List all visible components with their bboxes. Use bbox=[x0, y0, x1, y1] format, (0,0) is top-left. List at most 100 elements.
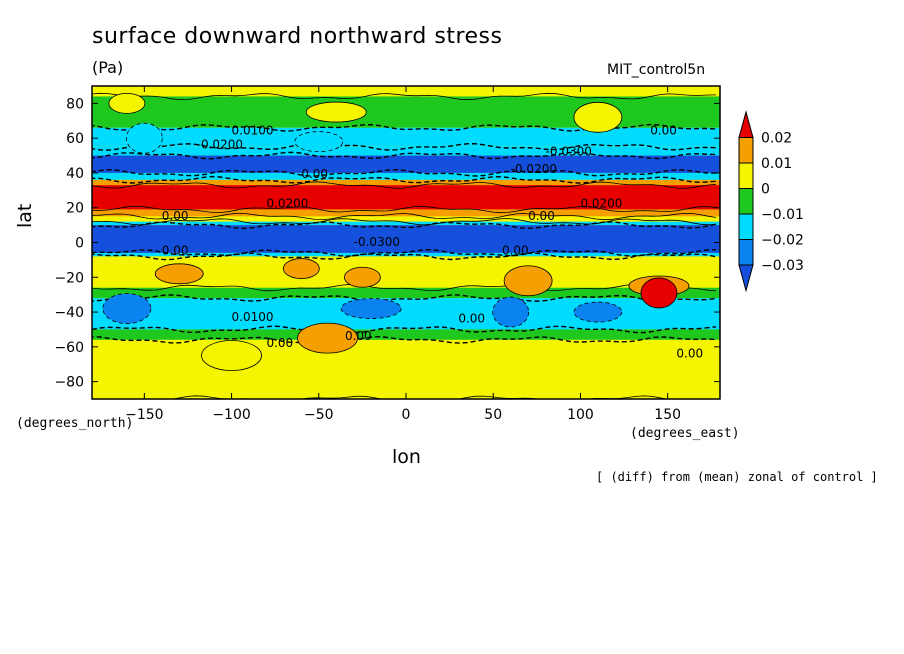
patch-13 bbox=[573, 101, 623, 133]
contour-label-16: 0.00 bbox=[345, 329, 372, 343]
legend-label-2: 0 bbox=[761, 182, 770, 198]
x-axis-label: lon bbox=[392, 446, 421, 468]
contour-line-16 bbox=[92, 335, 717, 344]
band-8 bbox=[92, 209, 720, 217]
y-tick-label-0: −80 bbox=[54, 375, 84, 391]
footnote: [ (diff) from (mean) zonal of control ] bbox=[596, 470, 878, 484]
legend-label-1: 0.01 bbox=[761, 156, 792, 172]
y-unit-label: (degrees_north) bbox=[16, 416, 134, 431]
patch-11 bbox=[201, 340, 262, 371]
contour-label-3: 0.00 bbox=[650, 124, 677, 138]
patch-0 bbox=[282, 258, 320, 279]
x-tick-label-4: 50 bbox=[484, 407, 502, 423]
contour-label-13: 0.0100 bbox=[232, 310, 274, 324]
x-tick-label-0: −150 bbox=[125, 407, 163, 423]
contour-line-10 bbox=[92, 221, 717, 230]
band-9 bbox=[92, 216, 720, 222]
contour-line-13 bbox=[92, 283, 717, 292]
band-17 bbox=[92, 339, 720, 399]
patch-15 bbox=[125, 122, 163, 154]
band-1 bbox=[92, 96, 720, 128]
band-2 bbox=[92, 127, 720, 147]
contour-label-12: 0.00 bbox=[502, 244, 529, 258]
contour-line-0 bbox=[92, 92, 717, 101]
contour-line-3 bbox=[92, 151, 717, 160]
legend-swatch-6 bbox=[738, 264, 754, 293]
band-11 bbox=[92, 225, 720, 253]
run-label: MIT_control5n bbox=[607, 62, 706, 78]
legend-swatch-2 bbox=[738, 162, 754, 189]
patch-16 bbox=[294, 131, 344, 153]
y-tick-label-8: 80 bbox=[66, 96, 84, 112]
legend-swatch-4 bbox=[738, 213, 754, 240]
contour-label-5: -0.0200 bbox=[511, 162, 557, 176]
patch-1 bbox=[503, 265, 553, 297]
band-4 bbox=[92, 155, 720, 173]
legend-swatch-5 bbox=[738, 239, 754, 266]
patch-14 bbox=[305, 101, 367, 123]
x-unit-label: (degrees_east) bbox=[630, 426, 740, 441]
contour-label-17: 0.00 bbox=[676, 346, 703, 360]
contour-line-12 bbox=[92, 252, 717, 261]
patch-12 bbox=[108, 92, 146, 114]
band-14 bbox=[92, 287, 720, 299]
units-label: (Pa) bbox=[92, 58, 124, 77]
contour-label-9: 0.00 bbox=[528, 209, 555, 223]
contour-line-14 bbox=[92, 294, 717, 302]
y-tick-label-7: 60 bbox=[66, 131, 84, 147]
patch-9 bbox=[492, 296, 530, 328]
patch-5 bbox=[297, 322, 358, 354]
contour-line-5 bbox=[92, 175, 717, 184]
x-tick-label-3: 0 bbox=[402, 407, 411, 423]
contour-line-2 bbox=[92, 142, 717, 151]
legend-label-3: −0.01 bbox=[761, 207, 804, 223]
legend-swatch-3 bbox=[738, 188, 754, 215]
y-tick-label-3: −20 bbox=[54, 270, 84, 286]
legend-swatch-1 bbox=[738, 137, 754, 164]
patch-10 bbox=[573, 301, 623, 323]
patch-8 bbox=[340, 298, 402, 319]
patch-3 bbox=[640, 277, 678, 309]
contour-line-8 bbox=[92, 212, 717, 221]
y-tick-label-6: 40 bbox=[66, 166, 84, 182]
contour-label-2: 0.00 bbox=[301, 167, 328, 181]
band-6 bbox=[92, 179, 720, 186]
contour-line-7 bbox=[92, 205, 717, 214]
contour-label-15: 0.00 bbox=[458, 311, 485, 325]
band-5 bbox=[92, 172, 720, 180]
legend-label-4: −0.02 bbox=[761, 233, 804, 249]
contour-line-6 bbox=[92, 181, 717, 189]
x-tick-label-1: −100 bbox=[212, 407, 250, 423]
patch-4 bbox=[154, 263, 204, 285]
legend-label-5: −0.03 bbox=[761, 258, 804, 274]
contour-label-11: 0.00 bbox=[162, 244, 189, 258]
contour-line-11 bbox=[92, 248, 717, 257]
band-7 bbox=[92, 185, 720, 210]
contour-label-14: 0.00 bbox=[266, 336, 293, 350]
y-tick-label-4: 0 bbox=[75, 236, 84, 252]
contour-label-7: 0.0200 bbox=[266, 197, 308, 211]
contour-label-1: -0.0200 bbox=[197, 138, 243, 152]
contour-label-8: 0.0200 bbox=[580, 197, 622, 211]
contour-line-4 bbox=[92, 168, 717, 177]
band-10 bbox=[92, 221, 720, 226]
legend-label-0: 0.02 bbox=[761, 131, 792, 147]
y-tick-label-5: 20 bbox=[66, 201, 84, 217]
contour-label-10: -0.0300 bbox=[354, 235, 400, 249]
contour-line-15 bbox=[92, 325, 717, 334]
contour-label-0: 0.0100 bbox=[232, 124, 274, 138]
x-tick-label-2: −50 bbox=[304, 407, 334, 423]
y-tick-label-1: −60 bbox=[54, 340, 84, 356]
x-tick-label-5: 100 bbox=[567, 407, 594, 423]
legend-swatch-0 bbox=[738, 110, 754, 138]
band-3 bbox=[92, 146, 720, 156]
patch-6 bbox=[343, 266, 381, 288]
contour-label-6: 0.00 bbox=[162, 209, 189, 223]
contour-line-9 bbox=[92, 218, 717, 226]
band-12 bbox=[92, 252, 720, 257]
x-tick-label-6: 150 bbox=[654, 407, 681, 423]
y-tick-label-2: −40 bbox=[54, 305, 84, 321]
band-15 bbox=[92, 298, 720, 330]
patch-7 bbox=[102, 293, 152, 324]
